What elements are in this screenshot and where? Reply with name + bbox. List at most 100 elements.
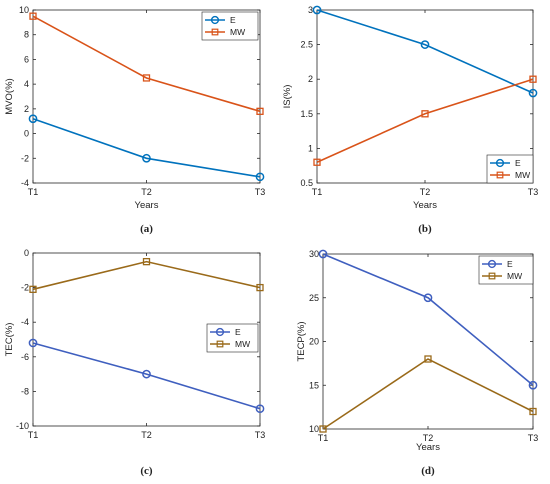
panel-label: (d) xyxy=(421,465,435,477)
y-tick-label: 0.5 xyxy=(300,178,313,188)
data-point-mw xyxy=(313,158,321,166)
y-tick-label: -4 xyxy=(21,178,29,188)
x-axis-title: Years xyxy=(413,200,437,211)
y-tick-label: -2 xyxy=(21,283,29,293)
panel-label: (c) xyxy=(140,465,153,477)
data-point-e xyxy=(142,153,151,163)
y-tick-label: 0 xyxy=(24,129,29,139)
legend-marker-circle xyxy=(495,158,505,168)
y-axis-title: TECP(%) xyxy=(296,321,307,361)
data-point-e xyxy=(318,249,328,259)
data-point-mw xyxy=(319,425,327,433)
y-tick-label: 2 xyxy=(308,74,313,84)
data-point-mw xyxy=(529,407,537,416)
legend-label-mw: MW xyxy=(507,271,522,281)
chart-panel-b: 0.5 1 1.5 2 2.5 3 T1 T2 T3 Years IS(%) E MW (b) xyxy=(282,5,538,235)
y-tick-label: 8 xyxy=(24,30,29,40)
series-line-mw xyxy=(32,15,261,113)
data-point-e xyxy=(423,293,433,303)
x-tick-label: T2 xyxy=(141,430,152,440)
legend-label-mw: MW xyxy=(230,27,245,37)
data-point-mw xyxy=(29,12,37,20)
legend-marker-square xyxy=(488,272,496,280)
legend-label-mw: MW xyxy=(235,339,250,349)
data-point-e xyxy=(255,172,265,182)
chart-panel-d: 10 15 20 25 30 T1 T2 T3 Years TECP(%) E MW (d) xyxy=(296,249,538,477)
data-point-e xyxy=(28,338,38,348)
legend-label-e: E xyxy=(515,158,521,168)
legend-marker-square xyxy=(211,28,219,36)
panel-label: (a) xyxy=(140,223,153,235)
x-axis-title: Years xyxy=(416,442,440,453)
x-tick-label: T1 xyxy=(312,187,323,197)
x-tick-label: T3 xyxy=(528,187,539,197)
y-tick-label: 4 xyxy=(24,79,29,89)
data-point-e xyxy=(312,5,322,15)
legend-label-e: E xyxy=(230,15,236,25)
legend: E MW xyxy=(201,11,259,41)
legend: E MW xyxy=(486,154,534,184)
x-axis-title: Years xyxy=(135,200,159,211)
legend-label-e: E xyxy=(235,327,241,337)
series-line-mw xyxy=(322,358,534,430)
legend-label-mw: MW xyxy=(515,170,530,180)
x-tick-label: T1 xyxy=(28,187,39,197)
y-axis-title: MVO(%) xyxy=(4,78,15,114)
data-point-mw xyxy=(142,257,151,266)
series-line-e xyxy=(32,342,261,410)
x-tick-label: T2 xyxy=(423,433,434,443)
x-tick-label: T3 xyxy=(255,187,266,197)
panel-label: (b) xyxy=(418,223,432,235)
legend-box xyxy=(486,154,534,184)
chart-panel-a: -4 -2 0 2 4 6 8 10 T1 T2 T3 Years MVO(%) E MW (a) xyxy=(4,5,265,235)
data-point-mw xyxy=(424,355,432,363)
y-axis-title: TEC(%) xyxy=(4,323,15,357)
plot-area xyxy=(316,9,534,184)
data-point-e xyxy=(255,404,265,414)
x-tick-label: T2 xyxy=(420,187,431,197)
series-line-mw xyxy=(32,260,261,291)
legend: E MW xyxy=(478,255,534,285)
data-point-mw xyxy=(421,110,429,118)
x-tick-label: T3 xyxy=(528,433,539,443)
y-tick-label: 25 xyxy=(309,293,319,303)
data-point-mw xyxy=(256,107,264,115)
y-tick-label: 2.5 xyxy=(300,40,313,50)
series-line-mw xyxy=(316,78,534,163)
x-tick-label: T2 xyxy=(141,187,152,197)
legend-label-e: E xyxy=(507,259,513,269)
legend-box xyxy=(478,255,534,285)
legend-marker-square xyxy=(496,171,504,179)
y-tick-label: 10 xyxy=(19,5,29,15)
legend-marker-square xyxy=(216,340,224,348)
series-line-e xyxy=(316,9,534,94)
data-point-e xyxy=(420,40,430,49)
y-tick-label: 3 xyxy=(308,5,313,15)
data-point-e xyxy=(28,114,38,124)
data-point-mw xyxy=(142,74,151,82)
y-tick-label: 6 xyxy=(24,54,29,64)
y-tick-label: 10 xyxy=(309,424,319,434)
series-line-e xyxy=(32,117,261,178)
y-tick-label: -8 xyxy=(21,386,29,396)
data-point-e xyxy=(528,380,538,390)
y-tick-label: 20 xyxy=(309,337,319,347)
data-point-mw xyxy=(529,75,537,83)
x-tick-label: T1 xyxy=(318,433,329,443)
legend-marker-circle xyxy=(215,327,225,337)
y-tick-label: -4 xyxy=(21,317,29,327)
chart-panel-c: -10 -8 -6 -4 -2 0 T1 T2 T3 TEC(%) E MW (c) xyxy=(4,248,265,477)
y-tick-label: 15 xyxy=(309,380,319,390)
data-point-e xyxy=(142,369,151,379)
x-tick-label: T3 xyxy=(255,430,266,440)
legend-marker-circle xyxy=(210,15,220,25)
legend: E MW xyxy=(206,323,259,353)
data-point-mw xyxy=(29,285,37,293)
series-line-e xyxy=(322,253,534,386)
y-tick-label: 0 xyxy=(24,248,29,258)
legend-marker-circle xyxy=(487,259,497,269)
y-tick-label: 1 xyxy=(308,143,313,153)
legend-box xyxy=(201,11,259,41)
y-tick-label: 30 xyxy=(309,249,319,259)
